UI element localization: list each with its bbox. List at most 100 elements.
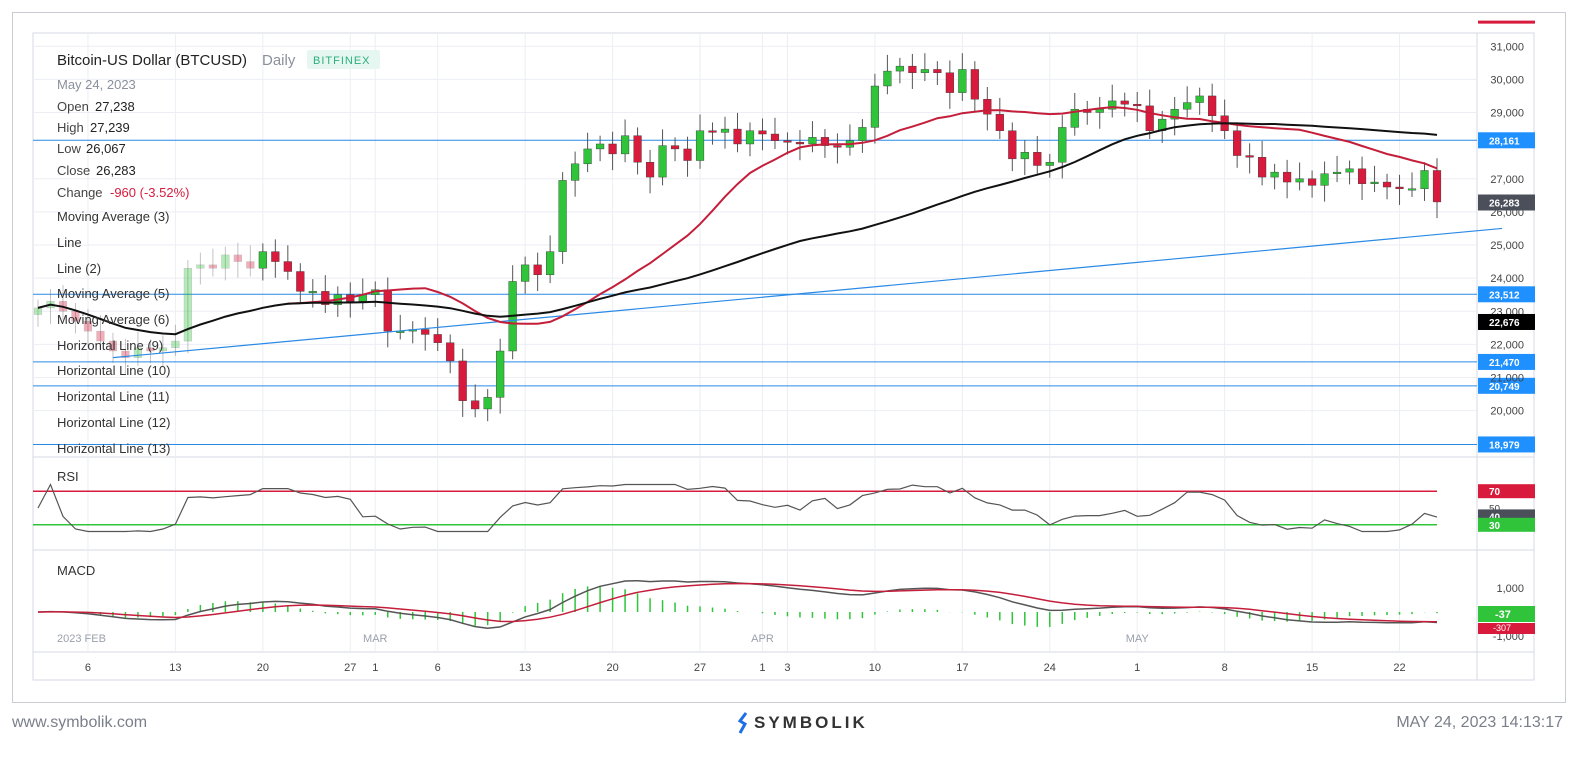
horizontal-line-badge-label: 18,979 <box>1489 440 1520 451</box>
ohlc-label: Change <box>57 185 103 200</box>
candle-down <box>446 342 455 362</box>
ohlc-value: 27,239 <box>90 120 130 135</box>
candle-down <box>1395 186 1404 189</box>
exchange-badge <box>307 50 380 69</box>
date-tick-label: 3 <box>784 662 790 674</box>
candle-up <box>1070 108 1079 128</box>
grid <box>32 32 1535 681</box>
ohlc-value: 26,067 <box>86 141 126 156</box>
candle-down <box>96 330 105 342</box>
horizontal-line-badge-label: 21,470 <box>1489 358 1520 369</box>
candle-up <box>496 350 505 398</box>
candle-down <box>833 145 842 148</box>
ma-value-badge-label: 22,676 <box>1489 318 1520 329</box>
rsi-level-badge <box>1478 517 1535 532</box>
date-tick-label: 10 <box>869 662 881 674</box>
header-labels: Bitcoin-US Dollar (BTCUSD) Daily BITFINEX M… <box>57 50 380 456</box>
horizontal-line-badge-label: 28,161 <box>1489 136 1520 147</box>
candle-up <box>695 130 705 161</box>
candle-down <box>321 291 330 305</box>
macd-signal-line <box>37 582 1438 623</box>
candle-down <box>1033 152 1042 166</box>
symbolik-logo-icon <box>738 712 748 734</box>
month-label: APR <box>751 633 774 645</box>
date-tick-label: 22 <box>1393 662 1405 674</box>
candle-down <box>1233 130 1242 156</box>
candle-down <box>1145 105 1154 131</box>
legend-item: Horizontal Line (13) <box>57 441 170 456</box>
ohlc-label: High <box>57 120 84 135</box>
legend-item: Horizontal Line (9) <box>57 338 163 353</box>
horizontal-line-badge <box>1478 286 1535 303</box>
candle-up <box>870 85 879 128</box>
legend-item: Moving Average (3) <box>57 209 170 224</box>
candle-down <box>1120 100 1129 105</box>
price-tick-label: 21,000 <box>1490 373 1524 385</box>
month-label: MAY <box>1126 633 1150 645</box>
candle-down <box>983 99 992 115</box>
candle-up <box>883 70 892 87</box>
candle-down <box>208 264 217 269</box>
candle-up <box>158 347 167 352</box>
candle-up <box>1270 171 1279 178</box>
date-tick-label: 17 <box>956 662 968 674</box>
legend-item: Moving Average (5) <box>57 286 170 301</box>
price-tick-label: 20,000 <box>1490 406 1524 418</box>
candle-down <box>1283 171 1292 183</box>
date-tick-label: 6 <box>435 662 441 674</box>
candle-down <box>795 142 805 145</box>
site-url[interactable]: www.symbolik.com <box>12 714 148 731</box>
candle-up <box>1020 152 1029 160</box>
date-tick-label: 24 <box>1044 662 1056 674</box>
rsi-level-label: 70 <box>1489 487 1501 498</box>
candle-down <box>970 69 979 100</box>
price-tick-label: 30,000 <box>1490 74 1524 86</box>
ohlc-label: Close <box>57 163 90 178</box>
candle-down <box>1382 181 1392 188</box>
candle-down <box>421 329 430 335</box>
candle-up <box>858 127 867 141</box>
horizontal-line-badge-label: 23,512 <box>1489 290 1520 301</box>
date-tick-label: 27 <box>694 662 706 674</box>
candle-down <box>283 261 292 272</box>
candle-down <box>1357 168 1367 184</box>
date-tick-label: 15 <box>1306 662 1318 674</box>
date-tick-label: 1 <box>1134 662 1140 674</box>
last-price-badge <box>1478 194 1535 211</box>
candle-up <box>1295 178 1304 183</box>
candle-down <box>458 360 467 401</box>
legend-item: Line <box>57 235 82 250</box>
candle-up <box>621 135 630 155</box>
candle-up <box>1045 161 1054 166</box>
candle-down <box>1008 130 1017 160</box>
candle-up <box>1170 108 1179 120</box>
candles <box>33 53 1442 422</box>
candle-down <box>933 69 942 73</box>
rsi-level-label: 30 <box>1489 521 1501 532</box>
rsi-line <box>37 483 1438 533</box>
candle-down <box>471 400 480 410</box>
candle-up <box>171 340 180 348</box>
candle-down <box>770 133 780 141</box>
legend-item: Moving Average (6) <box>57 312 170 327</box>
rsi-label: RSI <box>57 469 79 484</box>
ohlc-date: May 24, 2023 <box>57 77 136 92</box>
candle-up <box>221 254 230 269</box>
candle-up <box>596 143 605 150</box>
candle-down <box>233 254 242 262</box>
candle-up <box>1320 173 1329 186</box>
overlays <box>37 106 1503 359</box>
macd-signal-badge <box>1478 623 1535 634</box>
ohlc-label: Open <box>57 99 89 114</box>
candle-down <box>121 350 130 358</box>
candle-down <box>1245 155 1254 158</box>
ohlc-value: 27,238 <box>95 99 135 114</box>
moving-average-black <box>37 122 1438 336</box>
horizontal-line-badge <box>1478 353 1535 370</box>
candle-down <box>733 128 742 145</box>
candle-down <box>83 320 93 332</box>
candle-down <box>146 347 155 352</box>
horizontal-line-badge <box>1478 132 1535 149</box>
candle-down <box>683 148 692 161</box>
